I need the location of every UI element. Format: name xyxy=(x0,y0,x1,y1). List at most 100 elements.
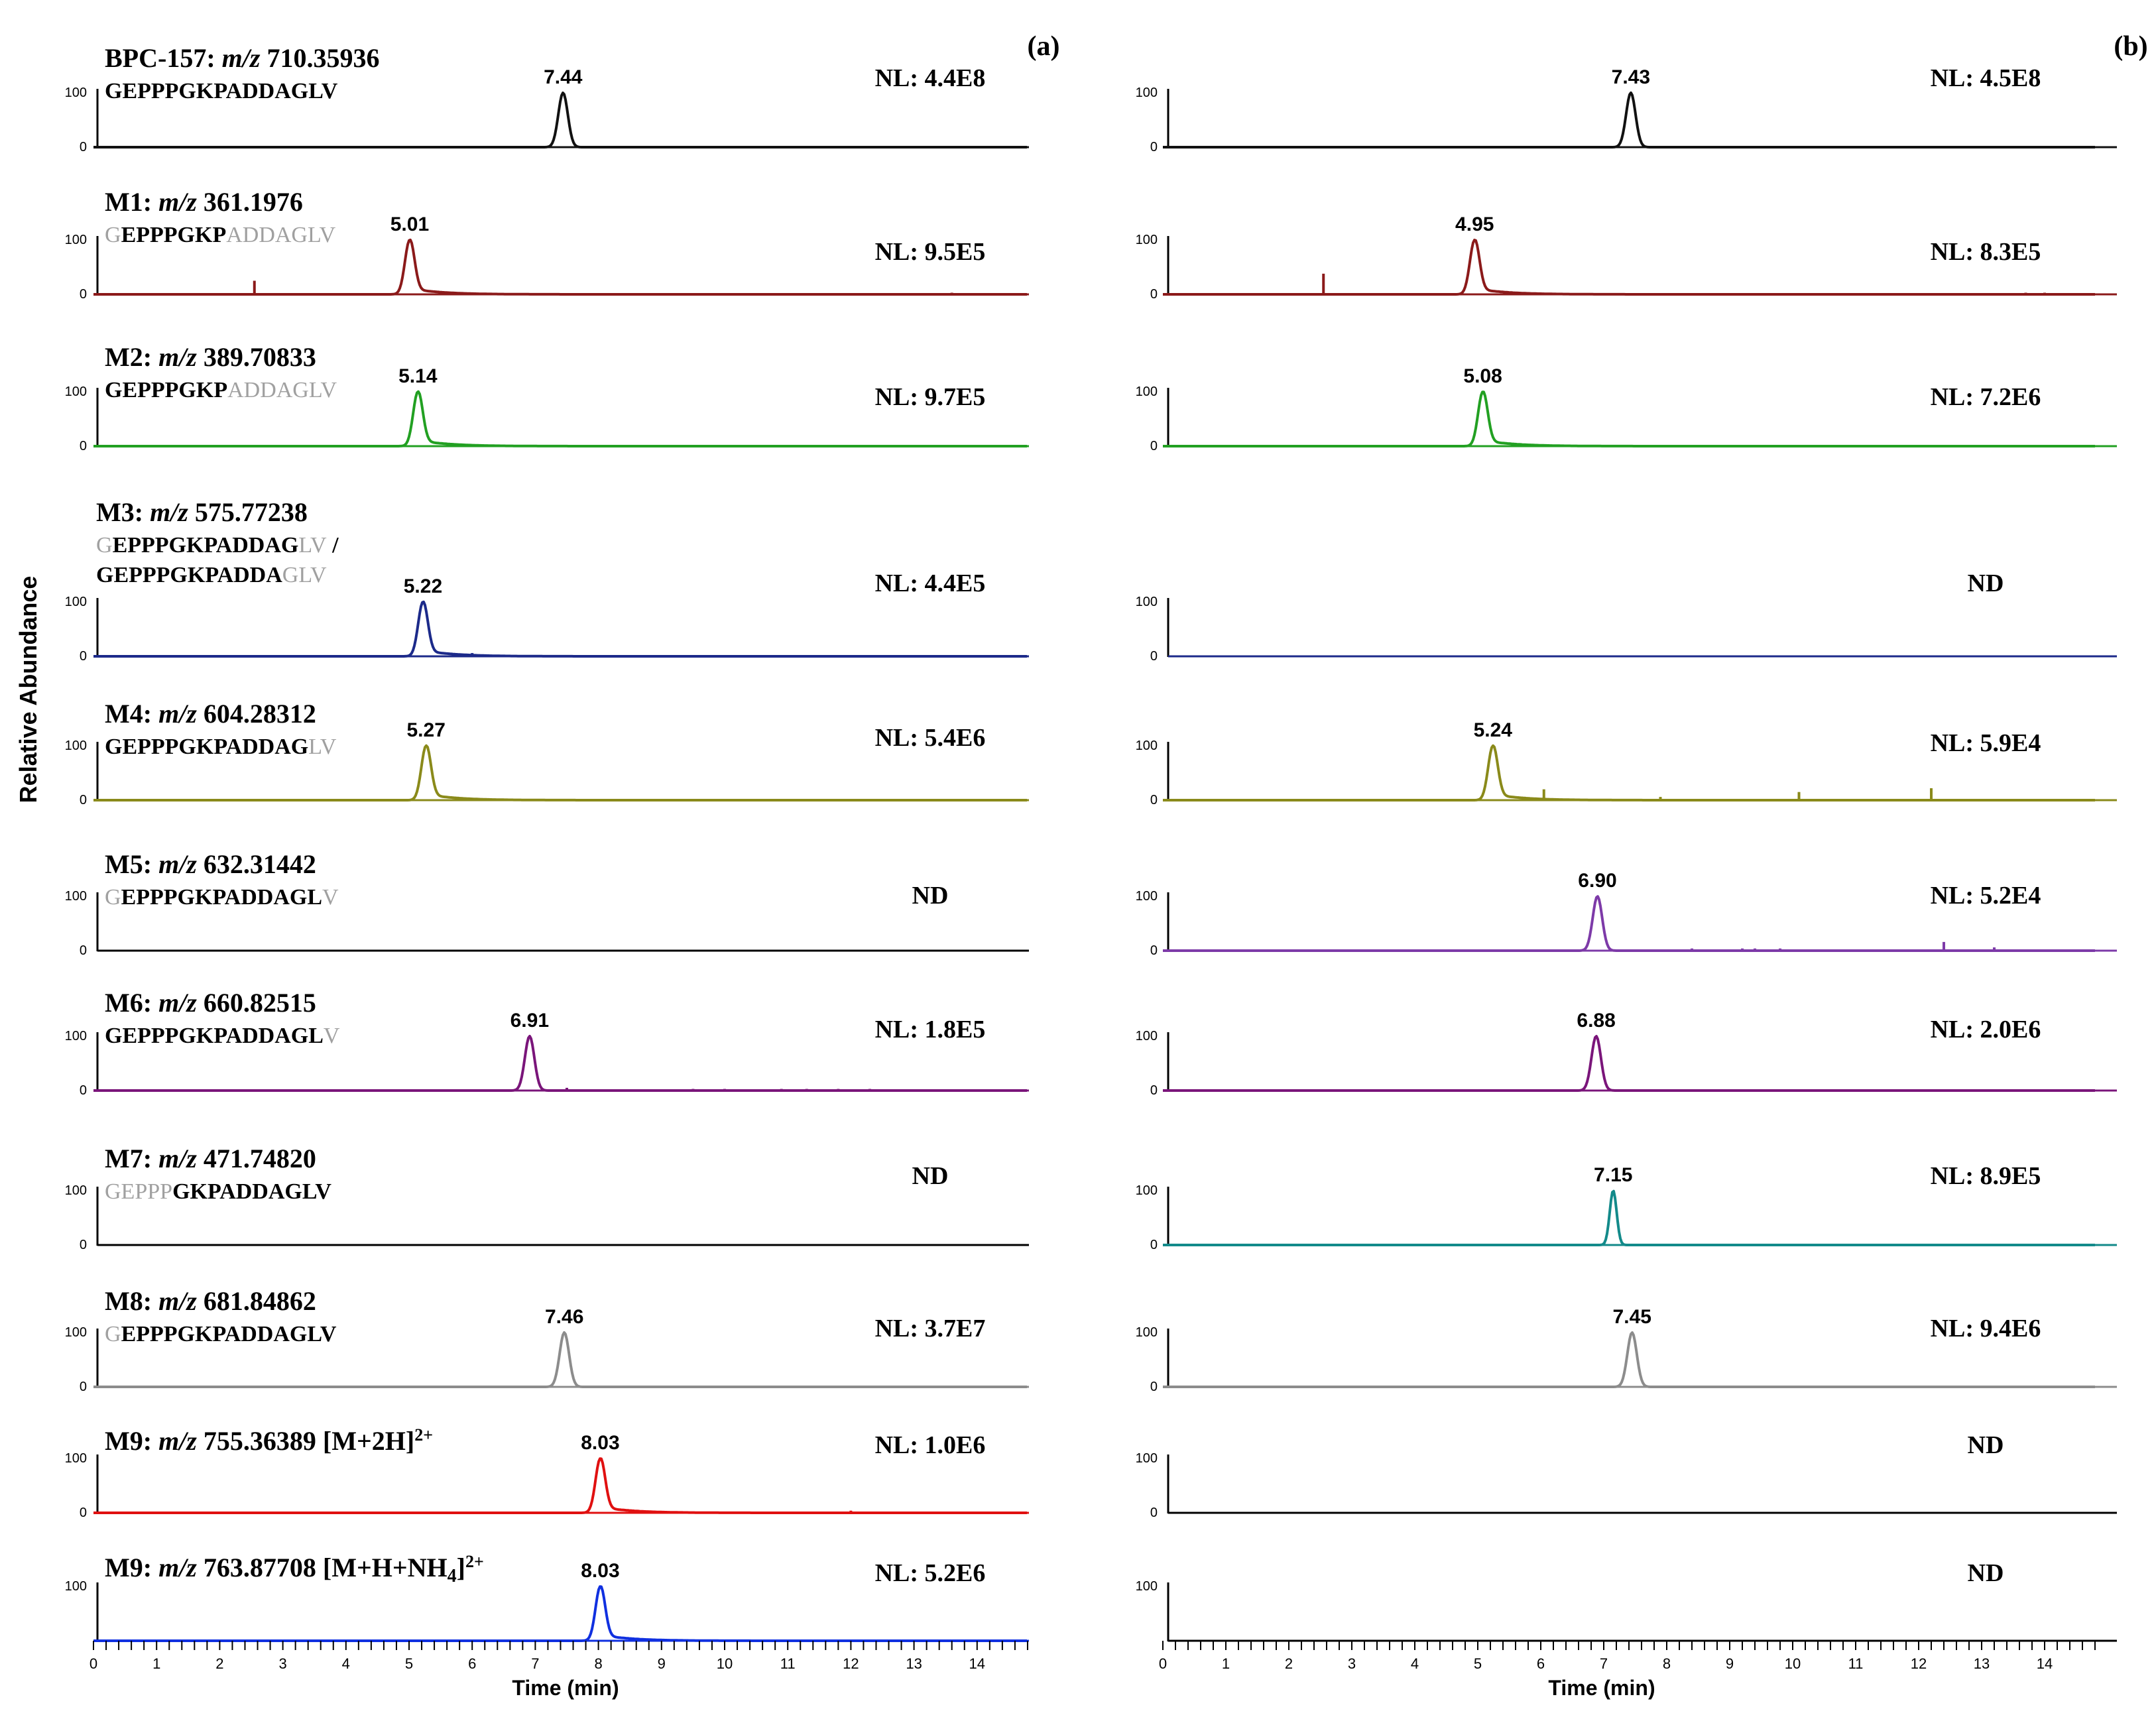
cleaved-residues: G xyxy=(105,885,121,910)
cleaved-residues: G xyxy=(105,1322,121,1346)
retained-residues: / xyxy=(327,533,339,558)
not-detected-label: ND xyxy=(1968,1559,2004,1587)
y-tick-0: 0 xyxy=(1150,649,1158,664)
compound-label: M1: m/z 361.1976 xyxy=(105,187,303,217)
mz-prefix: m/z xyxy=(158,1286,204,1316)
peptide-sequence: GEPPPGKPADDAGLV xyxy=(105,1024,340,1048)
peptide-sequence: GEPPPGKPADDAGLV xyxy=(105,1179,331,1204)
x-tick-label: 9 xyxy=(658,1655,666,1672)
panel-a-trace: 100 0 ND xyxy=(65,1162,1029,1252)
y-tick-100: 100 xyxy=(65,385,87,399)
peak-trace xyxy=(1163,91,2095,148)
chromatogram-row: BPC-157: m/z 710.35936 GEPPPGKPADDAGLV 100… xyxy=(65,43,2117,154)
y-tick-100: 100 xyxy=(1136,889,1158,904)
y-tick-0: 0 xyxy=(80,649,87,664)
y-tick-100: 100 xyxy=(65,233,87,247)
x-tick-label: 8 xyxy=(594,1655,602,1672)
cleaved-residues: GEPPP xyxy=(105,1179,172,1204)
y-tick-100: 100 xyxy=(65,1451,87,1466)
y-tick-100: 100 xyxy=(65,1579,87,1594)
cleaved-residues: LV xyxy=(298,533,327,558)
y-tick-0: 0 xyxy=(80,1083,87,1098)
normalization-level: NL: 5.9E4 xyxy=(1931,729,2041,757)
compound-label: M6: m/z 660.82515 xyxy=(105,988,316,1018)
panel-label-b: (b) xyxy=(2114,31,2147,62)
y-tick-0: 0 xyxy=(80,1506,87,1520)
compound-name: M6: xyxy=(105,988,158,1018)
mz-prefix: m/z xyxy=(158,1426,204,1456)
retained-residues: GEPPPGKPADDA xyxy=(96,563,282,587)
not-detected-label: ND xyxy=(912,882,949,910)
x-tick-label: 0 xyxy=(90,1655,97,1672)
y-tick-100: 100 xyxy=(1136,1579,1158,1594)
peak-rt-label: 5.24 xyxy=(1474,719,1513,741)
mz-value: 604.28312 xyxy=(204,699,316,729)
mz-value: 361.1976 xyxy=(204,187,303,217)
peptide-sequence: GEPPPGKPADDAGLV xyxy=(105,79,338,103)
peak-rt-label: 5.14 xyxy=(398,365,438,387)
peak-rt-label: 4.95 xyxy=(1455,213,1494,235)
compound-label: M4: m/z 604.28312 xyxy=(105,699,316,729)
y-tick-0: 0 xyxy=(1150,140,1158,154)
mz-prefix: m/z xyxy=(158,1553,204,1582)
x-tick-label: 11 xyxy=(1848,1655,1864,1672)
mz-prefix: m/z xyxy=(158,187,204,217)
ion-type: [M+H+NH xyxy=(316,1553,448,1582)
peptide-sequence: GEPPPGKPADDAGLV xyxy=(105,378,337,402)
chromatogram-row: M4: m/z 604.28312 GEPPPGKPADDAGLV 100 0 5.27… xyxy=(65,699,2117,807)
mz-prefix: m/z xyxy=(158,1144,204,1173)
peak-rt-label: 5.22 xyxy=(404,575,442,597)
compound-name: M9: xyxy=(105,1426,158,1456)
y-tick-100: 100 xyxy=(65,889,87,904)
normalization-level: NL: 4.4E8 xyxy=(875,64,986,92)
mz-value: 389.70833 xyxy=(204,342,316,372)
retained-residues: GEPPPGKPADDAGL xyxy=(105,1024,324,1048)
peak-rt-label: 5.27 xyxy=(407,719,446,741)
ion-superscript: 2+ xyxy=(465,1552,484,1571)
x-tick-label: 14 xyxy=(969,1655,985,1672)
y-tick-0: 0 xyxy=(80,1238,87,1252)
y-tick-0: 0 xyxy=(80,140,87,154)
panel-a-trace: 100 0 5.01 NL: 9.5E5 xyxy=(65,213,1029,302)
normalization-level: NL: 1.0E6 xyxy=(875,1431,986,1459)
normalization-level: NL: 4.4E5 xyxy=(875,569,986,597)
x-tick-label: 4 xyxy=(342,1655,350,1672)
x-tick-label: 3 xyxy=(278,1655,286,1672)
x-tick-label: 9 xyxy=(1726,1655,1734,1672)
cleaved-residues: G xyxy=(105,223,121,247)
x-tick-label: 12 xyxy=(1911,1655,1927,1672)
compound-name: M8: xyxy=(105,1286,158,1316)
not-detected-label: ND xyxy=(912,1162,949,1190)
mz-value: 763.87708 xyxy=(204,1553,316,1582)
peak-rt-label: 6.88 xyxy=(1577,1010,1615,1032)
peak-trace xyxy=(93,1331,1027,1388)
cleaved-residues: ADDAGLV xyxy=(226,223,335,247)
x-tick-label: 6 xyxy=(468,1655,476,1672)
y-tick-0: 0 xyxy=(80,943,87,958)
y-tick-100: 100 xyxy=(1136,1325,1158,1340)
compound-name: M5: xyxy=(105,849,158,879)
normalization-level: NL: 8.9E5 xyxy=(1931,1162,2041,1190)
y-tick-100: 100 xyxy=(65,86,87,100)
y-tick-0: 0 xyxy=(1150,793,1158,807)
compound-name: M1: xyxy=(105,187,158,217)
x-tick-label: 14 xyxy=(2037,1655,2053,1672)
compound-label: BPC-157: m/z 710.35936 xyxy=(105,43,379,73)
peak-rt-label: 7.46 xyxy=(545,1306,583,1328)
mz-value: 632.31442 xyxy=(204,849,316,879)
retained-residues: GKPADDAGLV xyxy=(172,1179,331,1204)
chromatogram-row: M9: m/z 755.36389 [M+2H]2+ 100 0 8.03 NL: 1.… xyxy=(65,1425,2117,1520)
x-tick-label: 13 xyxy=(1974,1655,1990,1672)
x-tick-label: 3 xyxy=(1348,1655,1356,1672)
chromatogram-row: M6: m/z 660.82515 GEPPPGKPADDAGLV 100 0 6.91… xyxy=(65,988,2117,1098)
compound-name: M3: xyxy=(96,497,150,527)
y-tick-100: 100 xyxy=(1136,739,1158,753)
x-tick-label: 0 xyxy=(1159,1655,1167,1672)
peak-rt-label: 7.44 xyxy=(544,66,583,88)
